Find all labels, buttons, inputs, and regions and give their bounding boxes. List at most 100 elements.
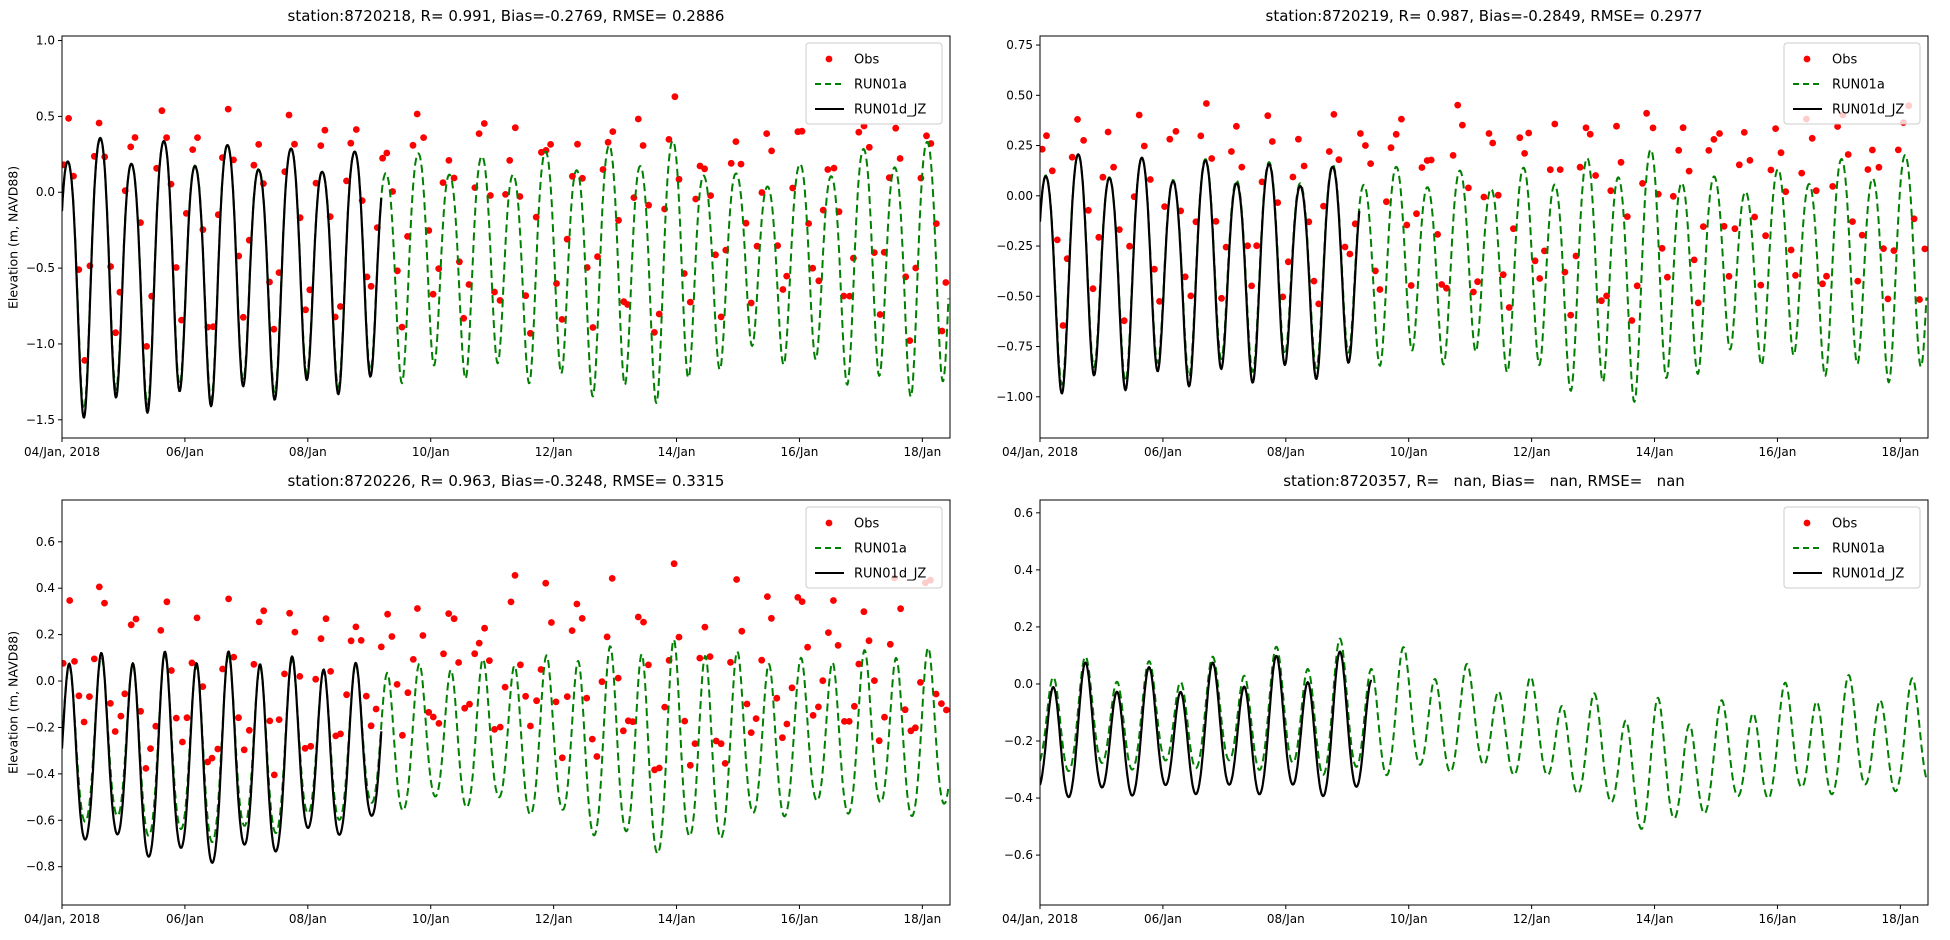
svg-text:−0.50: −0.50 <box>996 289 1033 303</box>
legend-obs-marker <box>825 519 833 527</box>
y-axis-label-top-left: Elevation (m, NAVD88) <box>5 165 21 309</box>
svg-text:Obs: Obs <box>854 517 879 532</box>
svg-text:12/Jan: 12/Jan <box>1513 912 1551 926</box>
svg-text:12/Jan: 12/Jan <box>1513 445 1551 459</box>
svg-text:0.4: 0.4 <box>36 581 55 595</box>
svg-text:14/Jan: 14/Jan <box>1636 912 1674 926</box>
svg-text:−0.4: −0.4 <box>1004 791 1033 805</box>
svg-text:06/Jan: 06/Jan <box>166 912 204 926</box>
svg-text:14/Jan: 14/Jan <box>658 445 696 459</box>
legend-obs-marker <box>1803 55 1811 63</box>
svg-text:14/Jan: 14/Jan <box>1636 445 1674 459</box>
panel-title-8720357: station:8720357, R= nan, Bias= nan, RMSE… <box>1283 472 1685 490</box>
tick-marks <box>1036 44 1901 442</box>
legend-obs-marker <box>825 55 833 63</box>
svg-text:0.6: 0.6 <box>36 535 55 549</box>
plot-area <box>62 560 950 864</box>
svg-text:16/Jan: 16/Jan <box>781 445 819 459</box>
panel-title-8720218: station:8720218, R= 0.991, Bias=-0.2769,… <box>287 7 725 25</box>
legend: Obs RUN01a RUN01d_JZ <box>1783 42 1921 125</box>
svg-text:18/Jan: 18/Jan <box>1881 445 1919 459</box>
svg-text:06/Jan: 06/Jan <box>1144 912 1182 926</box>
svg-text:08/Jan: 08/Jan <box>1267 445 1305 459</box>
svg-text:−0.6: −0.6 <box>26 813 55 827</box>
run01a-curve <box>1040 637 1928 830</box>
svg-text:0.0: 0.0 <box>36 674 55 688</box>
obs-points <box>1040 100 1928 329</box>
svg-text:16/Jan: 16/Jan <box>781 912 819 926</box>
obs-points <box>62 93 950 364</box>
run01d_jz-curve <box>1040 650 1373 799</box>
svg-text:04/Jan, 2018: 04/Jan, 2018 <box>24 445 100 459</box>
svg-text:0.5: 0.5 <box>36 109 55 123</box>
svg-text:0.6: 0.6 <box>1014 506 1033 520</box>
legend: Obs RUN01a RUN01d_JZ <box>805 506 943 589</box>
svg-text:RUN01d_JZ: RUN01d_JZ <box>1832 103 1904 118</box>
svg-text:1.0: 1.0 <box>36 34 55 48</box>
svg-text:Obs: Obs <box>1832 517 1857 532</box>
svg-text:−0.5: −0.5 <box>26 261 55 275</box>
svg-text:16/Jan: 16/Jan <box>1759 912 1797 926</box>
svg-text:RUN01a: RUN01a <box>1832 542 1885 557</box>
svg-text:0.0: 0.0 <box>36 185 55 199</box>
legend: Obs RUN01a RUN01d_JZ <box>1783 506 1921 589</box>
svg-text:0.2: 0.2 <box>1014 620 1033 634</box>
svg-text:−0.75: −0.75 <box>996 340 1033 354</box>
svg-text:Obs: Obs <box>854 53 879 68</box>
svg-text:10/Jan: 10/Jan <box>1390 445 1428 459</box>
tick-labels: 04/Jan, 2018 06/Jan 08/Jan 10/Jan 12/Jan 14/J… <box>1002 506 1919 926</box>
run01d_jz-curve <box>62 136 383 419</box>
svg-text:RUN01a: RUN01a <box>854 542 907 557</box>
svg-text:−0.8: −0.8 <box>26 860 55 874</box>
axes-frame <box>61 499 951 906</box>
svg-text:14/Jan: 14/Jan <box>658 912 696 926</box>
run01a-curve <box>62 138 950 411</box>
legend: Obs RUN01a RUN01d_JZ <box>805 42 943 125</box>
svg-text:−0.25: −0.25 <box>996 239 1033 253</box>
svg-text:0.00: 0.00 <box>1006 189 1033 203</box>
svg-text:−0.4: −0.4 <box>26 767 55 781</box>
panel-title-8720226: station:8720226, R= 0.963, Bias=-0.3248,… <box>287 472 725 490</box>
svg-text:RUN01a: RUN01a <box>1832 78 1885 93</box>
svg-text:06/Jan: 06/Jan <box>166 445 204 459</box>
svg-text:12/Jan: 12/Jan <box>535 912 573 926</box>
tick-labels: 04/Jan, 2018 06/Jan 08/Jan 10/Jan 12/Jan 14/J… <box>24 535 941 926</box>
obs-points <box>62 560 950 779</box>
svg-text:−1.00: −1.00 <box>996 390 1033 404</box>
svg-text:08/Jan: 08/Jan <box>1267 912 1305 926</box>
plot-area <box>1040 100 1928 403</box>
run01d_jz-curve <box>1040 153 1361 395</box>
svg-text:−0.2: −0.2 <box>1004 734 1033 748</box>
axes-frame <box>1039 499 1929 906</box>
svg-text:04/Jan, 2018: 04/Jan, 2018 <box>1002 912 1078 926</box>
svg-text:0.75: 0.75 <box>1006 38 1033 52</box>
svg-text:04/Jan, 2018: 04/Jan, 2018 <box>24 912 100 926</box>
tick-labels: 04/Jan, 2018 06/Jan 08/Jan 10/Jan 12/Jan 14/J… <box>24 34 941 459</box>
tick-marks <box>58 541 923 909</box>
svg-text:08/Jan: 08/Jan <box>289 912 327 926</box>
run01d_jz-curve <box>62 650 383 864</box>
svg-text:10/Jan: 10/Jan <box>412 445 450 459</box>
plot-area <box>62 93 950 419</box>
run01a-curve <box>62 638 950 855</box>
svg-text:0.25: 0.25 <box>1006 139 1033 153</box>
svg-text:08/Jan: 08/Jan <box>289 445 327 459</box>
svg-text:16/Jan: 16/Jan <box>1759 445 1797 459</box>
axes-frame <box>61 35 951 439</box>
svg-text:10/Jan: 10/Jan <box>1390 912 1428 926</box>
svg-text:0.50: 0.50 <box>1006 88 1033 102</box>
legend-obs-marker <box>1803 519 1811 527</box>
panel-title-8720219: station:8720219, R= 0.987, Bias=-0.2849,… <box>1265 7 1703 25</box>
svg-text:RUN01a: RUN01a <box>854 78 907 93</box>
tick-marks <box>58 40 923 442</box>
svg-text:Obs: Obs <box>1832 53 1857 68</box>
panel-8720218: 04/Jan, 2018 06/Jan 08/Jan 10/Jan 12/Jan 14/J… <box>24 34 951 459</box>
svg-text:18/Jan: 18/Jan <box>903 912 941 926</box>
axes-frame <box>1039 35 1929 439</box>
svg-text:RUN01d_JZ: RUN01d_JZ <box>854 103 926 118</box>
svg-text:RUN01d_JZ: RUN01d_JZ <box>1832 567 1904 582</box>
panel-8720226: 04/Jan, 2018 06/Jan 08/Jan 10/Jan 12/Jan 14/J… <box>24 499 951 926</box>
plot-area <box>1040 637 1928 830</box>
